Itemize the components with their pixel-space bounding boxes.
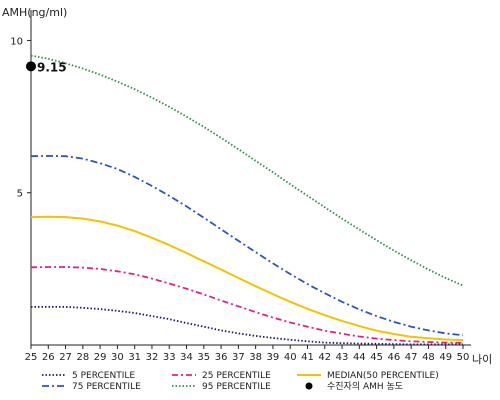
x-tick-label: 27 (59, 352, 72, 363)
series-line-0 (31, 306, 463, 346)
x-tick-label: 34 (180, 352, 193, 363)
series-line-4 (30, 54, 464, 287)
legend-swatch-point (305, 382, 313, 390)
x-tick-label: 31 (128, 352, 141, 363)
legend-label-1: 25 PERCENTILE (202, 371, 271, 381)
x-tick-label: 25 (25, 352, 38, 363)
series-line-3 (30, 154, 464, 337)
legend-label-4: 95 PERCENTILE (202, 382, 271, 392)
x-tick-label: 45 (370, 352, 383, 363)
legend-label-2: MEDIAN(50 PERCENTILE) (327, 371, 439, 381)
x-tick-label: 29 (94, 352, 107, 363)
legend: 5 PERCENTILE 25 PERCENTILE MEDIAN(50 PERCE… (42, 371, 439, 392)
y-tick-label: 5 (17, 189, 23, 200)
user-amh-value-label: 9.15 (37, 60, 67, 74)
x-tick-label: 47 (405, 352, 418, 363)
x-tick-label: 30 (111, 352, 124, 363)
x-tick-label: 33 (163, 352, 176, 363)
x-tick-label: 36 (215, 352, 228, 363)
x-tick-label: 46 (388, 352, 401, 363)
x-tick-label: 43 (336, 352, 349, 363)
x-tick-label: 49 (439, 352, 452, 363)
x-tick-label: 40 (284, 352, 297, 363)
series-line-1 (30, 266, 464, 344)
x-tick-label: 41 (301, 352, 314, 363)
axes: AMH(ng/ml) 나이 25 26 27 28 29 30 31 32 33 34 35 36 37… (2, 6, 492, 366)
user-amh-marker (26, 61, 36, 72)
legend-label-point: 수진자의 AMH 농도 (327, 381, 403, 392)
x-tick-label: 37 (232, 352, 245, 363)
x-tick-label: 42 (318, 352, 331, 363)
series-line-2 (30, 215, 464, 342)
x-tick-label: 48 (422, 352, 435, 363)
series-lines (30, 54, 464, 346)
x-tick-label: 39 (267, 352, 280, 363)
y-ticks: 5 10 (10, 36, 31, 200)
y-axis-label: AMH(ng/ml) (2, 6, 67, 19)
x-tick-label: 32 (146, 352, 159, 363)
x-axis-label: 나이 (472, 353, 492, 366)
x-tick-label: 38 (249, 352, 262, 363)
legend-label-0: 5 PERCENTILE (72, 371, 135, 381)
user-amh-point: 9.15 (26, 60, 67, 74)
x-tick-label: 50 (457, 352, 470, 363)
y-tick-label: 10 (10, 36, 23, 47)
x-tick-label: 44 (353, 352, 366, 363)
x-tick-label: 26 (42, 352, 55, 363)
legend-label-3: 75 PERCENTILE (72, 382, 141, 392)
x-tick-label: 28 (76, 352, 89, 363)
x-tick-label: 35 (197, 352, 210, 363)
x-ticks: 25 26 27 28 29 30 31 32 33 34 35 36 37 38 39 40 41 42 43 44… (25, 345, 470, 363)
